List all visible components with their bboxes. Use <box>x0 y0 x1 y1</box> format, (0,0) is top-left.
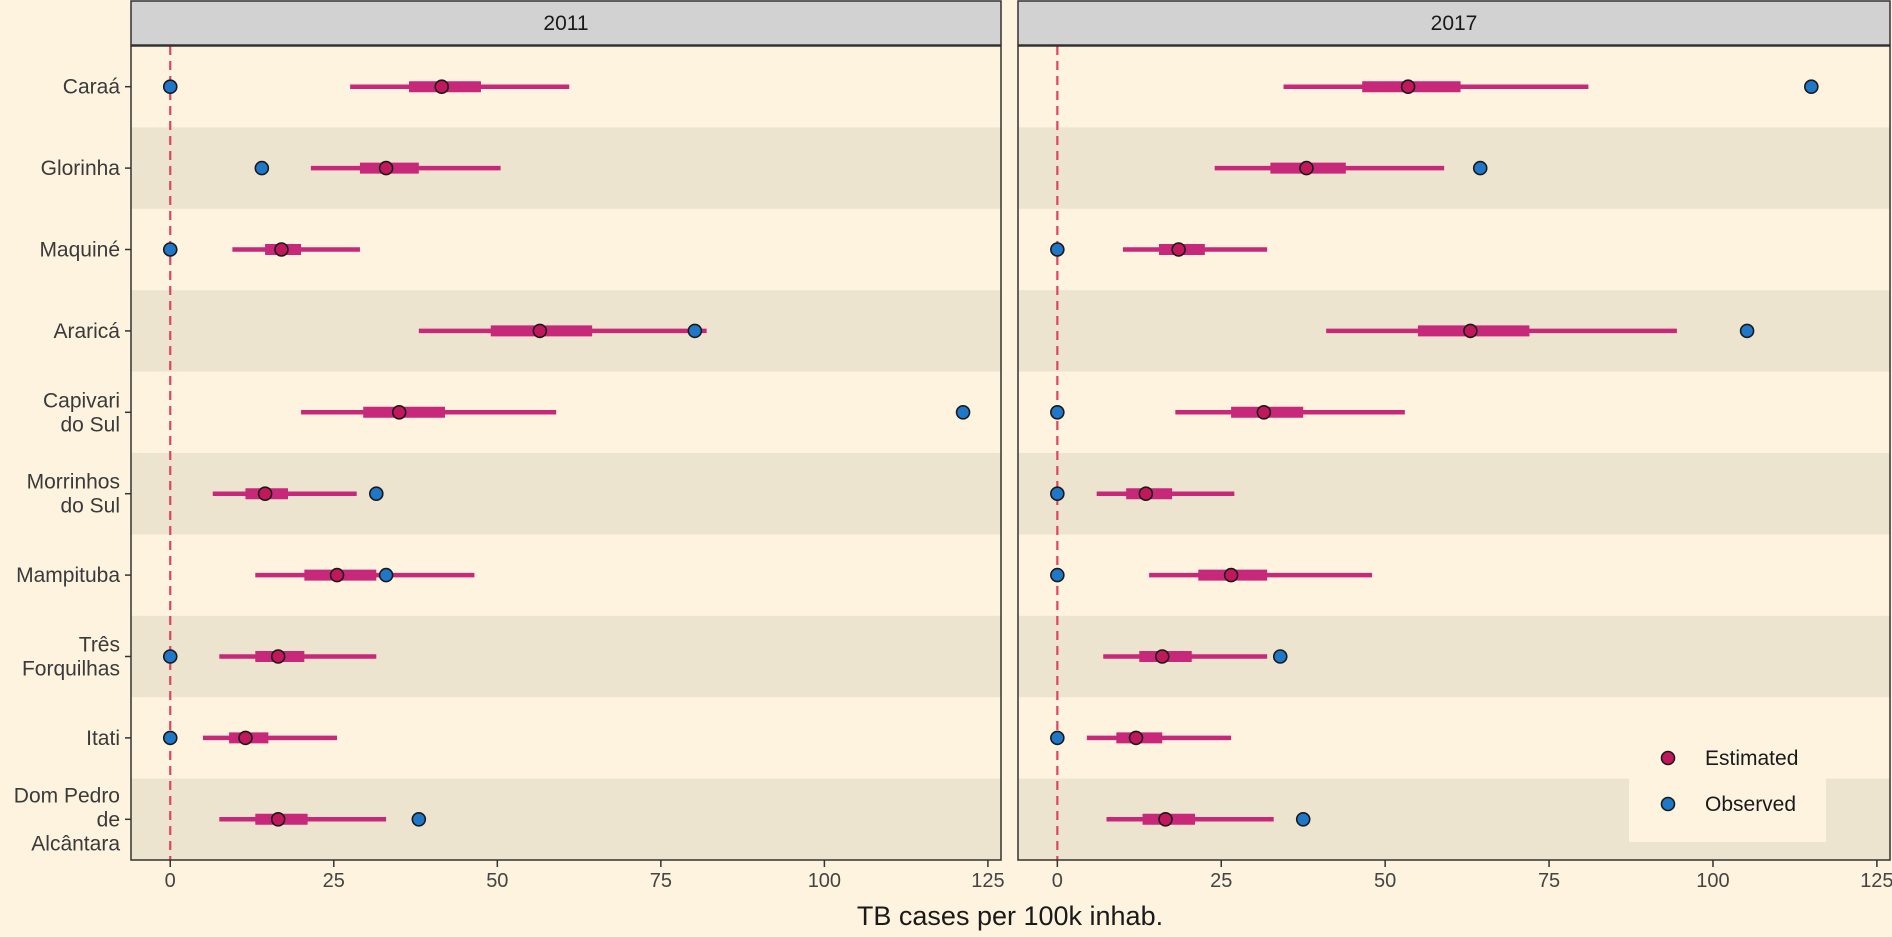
observed-point <box>254 160 270 176</box>
y-tick-label: Três <box>79 634 120 657</box>
estimated-point <box>1400 79 1416 94</box>
observed-point <box>162 79 178 94</box>
y-tick-label: Morrinhos <box>27 471 120 494</box>
observed-point <box>687 323 703 339</box>
estimated-point <box>270 649 286 664</box>
estimated-point <box>1171 242 1186 257</box>
x-tick-label: 25 <box>1210 870 1232 892</box>
x-tick-label: 125 <box>971 870 1004 892</box>
estimated-point <box>1223 567 1239 583</box>
observed-point <box>1050 404 1065 420</box>
x-tick-label: 50 <box>1374 870 1396 892</box>
observed-point <box>369 486 384 502</box>
estimated-point <box>378 160 394 176</box>
observed-point <box>1295 811 1311 827</box>
y-tick-label: Itati <box>86 727 120 750</box>
x-tick-label: 75 <box>650 870 672 892</box>
estimated-point <box>1128 730 1144 746</box>
x-tick-label: 100 <box>808 870 841 892</box>
x-tick-label: 50 <box>486 870 508 892</box>
y-tick-label: Glorinha <box>41 157 121 180</box>
x-tick-label: 100 <box>1696 870 1729 892</box>
y-tick-label: Mampituba <box>16 564 120 587</box>
estimated-point <box>257 486 273 502</box>
y-tick-label: Dom Pedro <box>14 784 120 807</box>
estimated-point <box>1138 486 1154 502</box>
estimated-point <box>274 242 289 257</box>
estimated-point <box>1299 160 1314 176</box>
estimated-point <box>1158 811 1173 827</box>
x-tick-label: 0 <box>1052 870 1063 892</box>
y-tick-label: Maquiné <box>39 239 120 262</box>
row-band <box>131 127 1001 209</box>
x-axis-title: TB cases per 100k inhab. <box>857 901 1163 931</box>
y-tick-label: do Sul <box>60 495 120 518</box>
y-tick-label: Forquilhas <box>22 658 120 681</box>
estimated-point <box>391 404 407 420</box>
observed-point <box>1050 567 1065 583</box>
observed-point <box>411 811 427 827</box>
observed-point <box>1472 160 1488 176</box>
estimated-point <box>1256 404 1272 420</box>
y-tick-label: Caraá <box>63 76 121 99</box>
observed-point <box>1804 79 1819 94</box>
estimated-point <box>434 79 450 94</box>
facet-title: 2011 <box>543 12 588 35</box>
x-tick-label: 75 <box>1538 870 1560 892</box>
x-tick-label: 25 <box>323 870 345 892</box>
observed-point <box>162 730 178 746</box>
y-tick-label: Alcântara <box>31 832 120 855</box>
y-tick-label: Capivari <box>43 389 120 412</box>
estimated-point <box>1154 649 1170 664</box>
observed-point <box>1050 242 1065 257</box>
estimated-point <box>238 730 253 746</box>
observed-point <box>1050 730 1065 746</box>
observed-point <box>955 404 971 420</box>
y-tick-label: do Sul <box>60 413 120 436</box>
panel-border <box>1017 45 1891 861</box>
estimated-point <box>329 567 345 583</box>
legend-estimated-key <box>1660 750 1676 766</box>
y-tick-label: Araricá <box>53 320 120 343</box>
observed-point <box>162 649 178 664</box>
legend-observed-key <box>1660 796 1676 812</box>
observed-point <box>162 242 178 257</box>
x-tick-label: 0 <box>165 870 176 892</box>
observed-point <box>1272 649 1288 664</box>
facet-strip <box>130 0 1002 46</box>
observed-point <box>378 567 394 583</box>
panel-border <box>130 45 1002 861</box>
row-band <box>1018 127 1890 209</box>
y-tick-label: de <box>97 808 120 831</box>
observed-point <box>1050 486 1065 502</box>
facet-title: 2017 <box>1431 12 1478 35</box>
facet-strip <box>1017 0 1891 46</box>
estimated-point <box>532 323 548 339</box>
x-tick-label: 125 <box>1860 870 1892 892</box>
estimated-point <box>1463 323 1478 339</box>
legend-estimated-label: Estimated <box>1705 747 1798 770</box>
observed-point <box>1739 323 1755 339</box>
legend-observed-label: Observed <box>1705 793 1796 816</box>
estimated-point <box>270 811 286 827</box>
